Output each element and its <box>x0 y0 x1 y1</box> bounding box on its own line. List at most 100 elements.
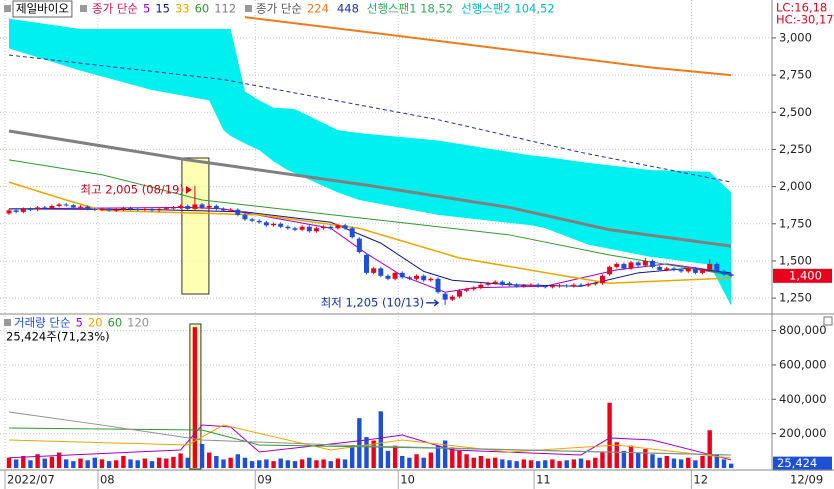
volume-bar <box>156 457 162 468</box>
candle-body <box>564 285 570 287</box>
candle-body <box>514 284 520 287</box>
y-tick-label: 2,750 <box>779 68 812 82</box>
volume-average <box>8 424 732 459</box>
candle-body <box>235 209 241 215</box>
candle-body <box>120 208 126 210</box>
candle-body <box>242 214 248 220</box>
volume-bar <box>142 458 148 468</box>
volume-bar <box>493 457 498 468</box>
candle-body <box>70 205 76 208</box>
candle-body <box>592 283 598 285</box>
volume-bar <box>693 460 698 468</box>
y-tick-label: 600,000 <box>779 357 827 371</box>
volume-bar <box>221 459 226 468</box>
volume-bar <box>550 459 555 468</box>
volume-bar <box>21 455 26 468</box>
volume-bar <box>585 460 591 468</box>
x-tick-label: 2022/07 <box>7 473 55 487</box>
legend-label: 5 <box>143 2 150 16</box>
volume-bar <box>464 454 469 468</box>
candle-body <box>292 228 298 230</box>
x-tick-label: 12/09 <box>790 473 823 487</box>
volume-bar <box>335 458 341 468</box>
volume-bar <box>164 458 169 468</box>
volume-bar <box>135 460 140 468</box>
x-tick-label: 11 <box>536 473 551 487</box>
volume-bar <box>357 418 362 468</box>
moving-average <box>8 208 732 287</box>
candle-body <box>335 225 341 229</box>
candle-body <box>278 223 284 227</box>
panel-button[interactable] <box>823 316 833 326</box>
volume-bar <box>185 457 190 468</box>
candle-body <box>256 220 262 223</box>
volume-bar <box>285 460 291 468</box>
candle-body <box>521 285 527 287</box>
low-annotation: 최저 1,205 (10/13) <box>321 295 425 309</box>
y-tick-label: 2,250 <box>779 142 812 156</box>
candle-body <box>721 271 727 275</box>
volume-bar <box>178 453 183 468</box>
candle-body <box>557 285 563 287</box>
volume-bar <box>614 442 619 468</box>
moving-average <box>8 54 732 183</box>
volume-bar <box>249 461 255 468</box>
candle-body <box>342 225 348 229</box>
candle-body <box>185 205 191 209</box>
moving-average <box>8 159 732 276</box>
candle-body <box>528 284 534 286</box>
candle-body <box>35 207 41 210</box>
legend-label: 선행스팬2 104,52 <box>461 2 555 16</box>
candle-body <box>113 209 119 211</box>
volume-bar <box>657 457 662 468</box>
legend-label: 20 <box>88 316 103 330</box>
volume-bar <box>171 456 176 468</box>
candle-body <box>349 228 355 238</box>
volume-bar <box>543 460 548 468</box>
candle-body <box>492 281 498 284</box>
volume-bar <box>671 458 677 468</box>
candle-body <box>156 208 162 211</box>
volume-bar <box>257 460 262 468</box>
y-tick-label: 1,500 <box>779 253 812 267</box>
panel-icon <box>4 5 11 12</box>
candle-body <box>42 207 48 209</box>
highlight-box <box>181 157 210 295</box>
candle-body <box>471 287 477 290</box>
volume-bar <box>207 452 212 468</box>
candle-body <box>607 266 613 275</box>
stock-name-box <box>12 0 73 18</box>
candle-body <box>585 284 591 286</box>
volume-bar <box>99 459 105 468</box>
legend-label: 112 <box>214 2 236 16</box>
volume-bar <box>214 455 219 468</box>
x-tick-label: 10 <box>400 473 415 487</box>
volume-bar <box>528 460 534 468</box>
candle-body <box>399 272 405 278</box>
volume-bar <box>557 461 562 468</box>
candle-body <box>328 226 334 229</box>
volume-bar <box>242 457 248 468</box>
candle-body <box>485 283 491 285</box>
candle-body <box>642 260 648 266</box>
candle-body <box>414 275 420 279</box>
volume-bar <box>471 457 476 468</box>
volume-bar <box>192 327 198 468</box>
volume-bar <box>414 454 419 468</box>
candle-body <box>507 283 512 285</box>
candle-body <box>614 263 620 267</box>
candle-body <box>578 284 584 286</box>
candle-body <box>628 262 634 269</box>
volume-bar <box>35 454 40 468</box>
candle-body <box>99 208 105 210</box>
volume-bar <box>457 450 462 468</box>
volume-bar <box>106 461 112 468</box>
x-tick-label: 08 <box>100 473 115 487</box>
y-tick-label: 400,000 <box>779 392 827 406</box>
candle-body <box>549 286 555 288</box>
volume-bar <box>650 454 655 468</box>
candle-body <box>635 262 641 266</box>
volume-bar <box>450 447 455 468</box>
volume-bar <box>500 459 505 468</box>
candle-body <box>535 284 541 287</box>
